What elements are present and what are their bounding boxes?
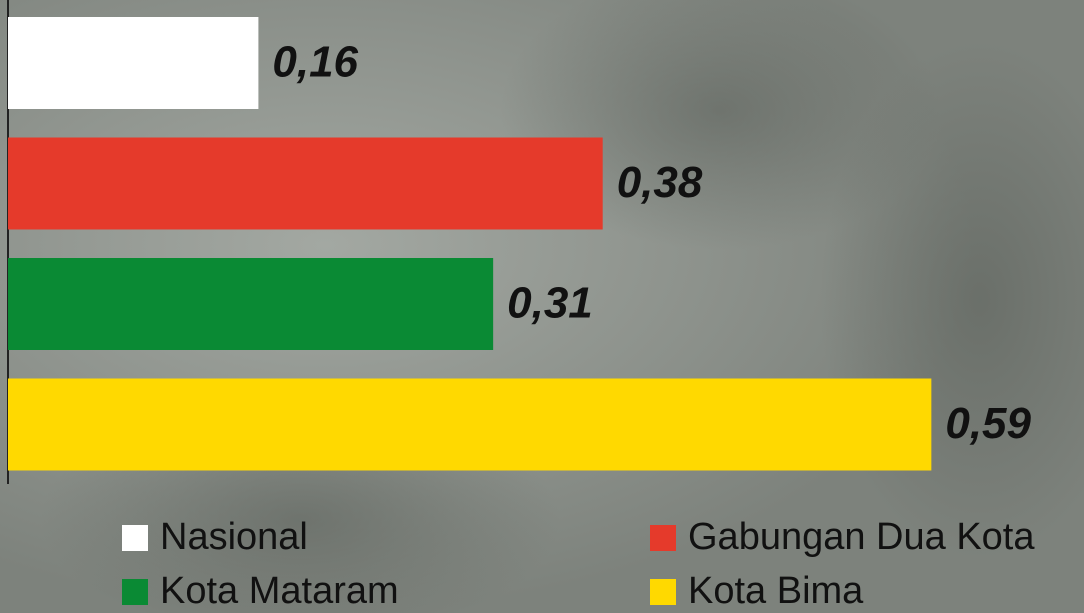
legend-label: Kota Bima xyxy=(688,570,864,612)
legend-label: Nasional xyxy=(160,516,308,558)
value-label: 0,59 xyxy=(945,399,1031,448)
legend-label: Kota Mataram xyxy=(160,570,399,612)
legend-swatch xyxy=(122,579,148,605)
value-label: 0,38 xyxy=(617,158,703,207)
legend-swatch xyxy=(650,525,676,551)
bar xyxy=(8,379,931,471)
legend-label: Gabungan Dua Kota xyxy=(688,516,1035,558)
value-label: 0,31 xyxy=(507,279,593,328)
legend-swatch xyxy=(122,525,148,551)
bar xyxy=(8,138,603,230)
page: {"chart_data": {"type": "bar", "orientat… xyxy=(0,0,1084,613)
chart: 0,16 0,38 0,31 0,59 Nasional Gabungan Dua Kot… xyxy=(0,0,1084,613)
bar xyxy=(8,258,493,350)
value-label: 0,16 xyxy=(272,38,358,87)
legend-swatch xyxy=(650,579,676,605)
bar xyxy=(8,17,258,109)
